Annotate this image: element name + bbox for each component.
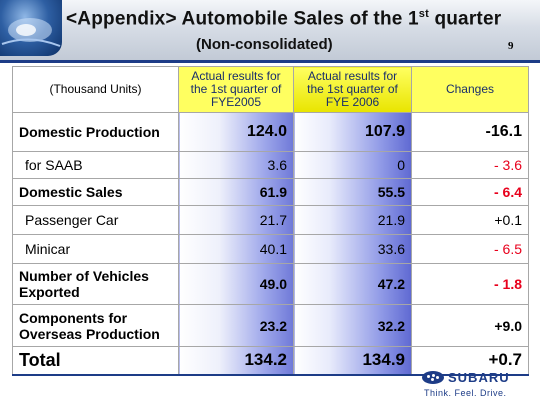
cell-change: - 6.4 xyxy=(411,178,529,206)
cell-fy2006: 21.9 xyxy=(293,205,412,235)
pleiades-star-icon xyxy=(422,371,444,384)
cell-change: -16.1 xyxy=(411,112,529,152)
cell-fy2006: 47.2 xyxy=(293,263,412,305)
row-label: Components for Overseas Production xyxy=(12,304,179,347)
cell-change: +0.1 xyxy=(411,205,529,235)
cell-fy2005: 40.1 xyxy=(178,234,294,264)
cell-fy2005: 49.0 xyxy=(178,263,294,305)
column-header-changes: Changes xyxy=(411,66,529,113)
column-header-fy2005: Actual results for the 1st quarter of FY… xyxy=(178,66,294,113)
cell-change: - 3.6 xyxy=(411,151,529,179)
column-header-fy2006: Actual results for the 1st quarter of FY… xyxy=(293,66,412,113)
row-label: Domestic Sales xyxy=(12,178,179,206)
table-row: Minicar 40.1 33.6 - 6.5 xyxy=(12,234,529,264)
cell-fy2005: 3.6 xyxy=(178,151,294,179)
page-number: 9 xyxy=(508,40,514,52)
table-row: Passenger Car 21.7 21.9 +0.1 xyxy=(12,205,529,235)
sales-table: (Thousand Units) Actual results for the … xyxy=(12,66,529,376)
slide-header: <Appendix> Automobile Sales of the 1st q… xyxy=(0,0,540,60)
cell-fy2005: 61.9 xyxy=(178,178,294,206)
brand-tagline: Think. Feel. Drive. xyxy=(424,388,507,398)
row-label: Number of Vehicles Exported xyxy=(12,263,179,305)
table-row: Number of Vehicles Exported 49.0 47.2 - … xyxy=(12,263,529,305)
slide-title: <Appendix> Automobile Sales of the 1st q… xyxy=(66,8,502,30)
cell-fy2006: 32.2 xyxy=(293,304,412,347)
cell-fy2006: 134.9 xyxy=(293,346,412,376)
units-label: (Thousand Units) xyxy=(12,66,179,113)
row-label: for SAAB xyxy=(12,151,179,179)
table-row: Domestic Sales 61.9 55.5 - 6.4 xyxy=(12,178,529,206)
table-header-row: (Thousand Units) Actual results for the … xyxy=(12,66,529,113)
cell-fy2006: 0 xyxy=(293,151,412,179)
cell-fy2006: 55.5 xyxy=(293,178,412,206)
cell-change: +0.7 xyxy=(411,346,529,376)
header-divider xyxy=(0,60,540,63)
subaru-logo: SUBARU Think. Feel. Drive. xyxy=(422,370,534,400)
cell-fy2005: 134.2 xyxy=(178,346,294,376)
cell-fy2006: 107.9 xyxy=(293,112,412,152)
row-label: Domestic Production xyxy=(12,112,179,152)
cell-change: - 1.8 xyxy=(411,263,529,305)
table-row: Components for Overseas Production 23.2 … xyxy=(12,304,529,347)
logo-wordmark: SUBARU xyxy=(448,370,510,385)
row-label: Minicar xyxy=(12,234,179,264)
cell-fy2005: 124.0 xyxy=(178,112,294,152)
cell-fy2005: 21.7 xyxy=(178,205,294,235)
row-label: Total xyxy=(12,346,179,376)
table-row: Domestic Production 124.0 107.9 -16.1 xyxy=(12,112,529,152)
row-label: Passenger Car xyxy=(12,205,179,235)
cell-fy2005: 23.2 xyxy=(178,304,294,347)
cell-fy2006: 33.6 xyxy=(293,234,412,264)
cell-change: - 6.5 xyxy=(411,234,529,264)
slide-subtitle: (Non-consolidated) xyxy=(196,36,333,53)
table-row-total: Total 134.2 134.9 +0.7 xyxy=(12,346,529,376)
car-headlight-image xyxy=(0,0,62,56)
cell-change: +9.0 xyxy=(411,304,529,347)
table-row: for SAAB 3.6 0 - 3.6 xyxy=(12,151,529,179)
